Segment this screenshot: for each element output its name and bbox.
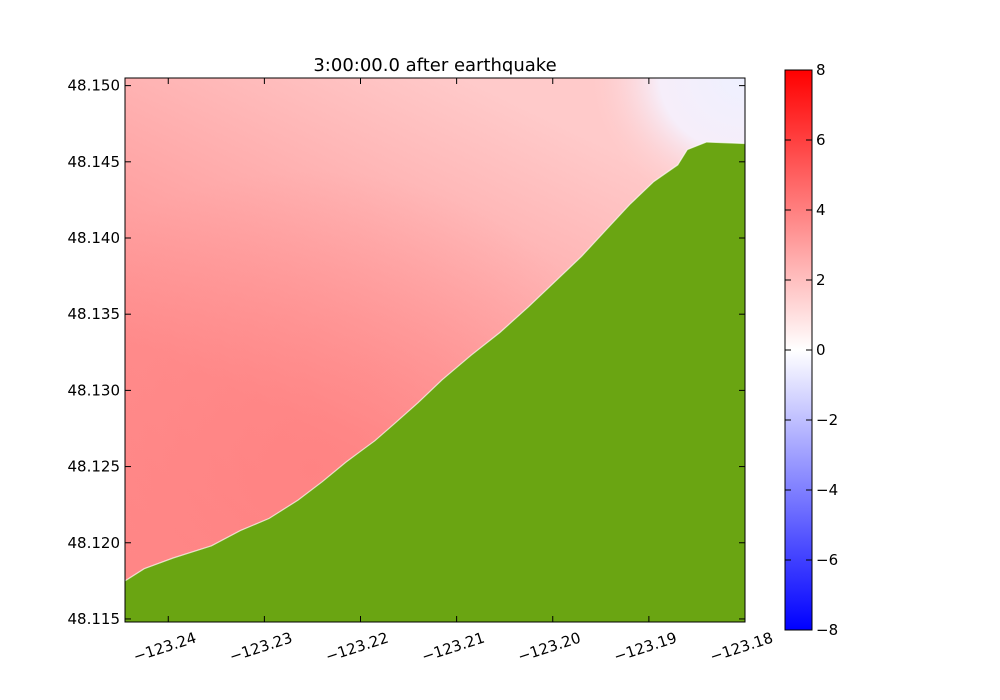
y-tick-label: 48.115 xyxy=(68,610,121,628)
colorbar-tick-label: 0 xyxy=(816,341,826,359)
y-tick-label: 48.150 xyxy=(68,77,121,95)
colorbar-tick-label: −2 xyxy=(816,411,838,429)
colorbar-tick-label: 2 xyxy=(816,271,826,289)
axes-frame xyxy=(124,77,746,623)
x-tick-label: −123.22 xyxy=(323,629,390,666)
y-tick-label: 48.125 xyxy=(68,458,121,476)
land-area xyxy=(125,142,745,622)
plot-area xyxy=(125,78,745,622)
colorbar-tick-label: 6 xyxy=(816,131,826,149)
x-tick-label: −123.20 xyxy=(515,629,582,666)
colorbar-tick-label: −4 xyxy=(816,481,838,499)
colorbar-ticks: 8 6 4 2 0 −2 −4 −6 −8 xyxy=(785,61,838,639)
y-tick-label: 48.145 xyxy=(68,153,121,171)
colorbar: 8 6 4 2 0 −2 −4 −6 −8 xyxy=(784,61,838,639)
x-tick-label: −123.18 xyxy=(708,629,775,666)
colorbar-tick-label: 8 xyxy=(816,61,826,79)
y-tick-label: 48.130 xyxy=(68,381,121,399)
chart-title: 3:00:00.0 after earthquake xyxy=(313,55,556,76)
colorbar-tick-label: −6 xyxy=(816,551,838,569)
y-tick-label: 48.140 xyxy=(68,229,121,247)
colorbar-tick-label: −8 xyxy=(816,621,838,639)
x-tick-label: −123.21 xyxy=(419,629,486,666)
x-tick-label: −123.19 xyxy=(612,629,679,666)
coastline xyxy=(125,141,745,582)
x-tick-label: −123.23 xyxy=(227,629,294,666)
y-tick-label: 48.135 xyxy=(68,305,121,323)
colorbar-tick-label: 4 xyxy=(816,201,826,219)
y-axis: 48.115 48.120 48.125 48.130 48.135 48.140 48.1… xyxy=(68,77,745,628)
y-tick-label: 48.120 xyxy=(68,534,121,552)
x-tick-label: −123.24 xyxy=(131,629,198,666)
